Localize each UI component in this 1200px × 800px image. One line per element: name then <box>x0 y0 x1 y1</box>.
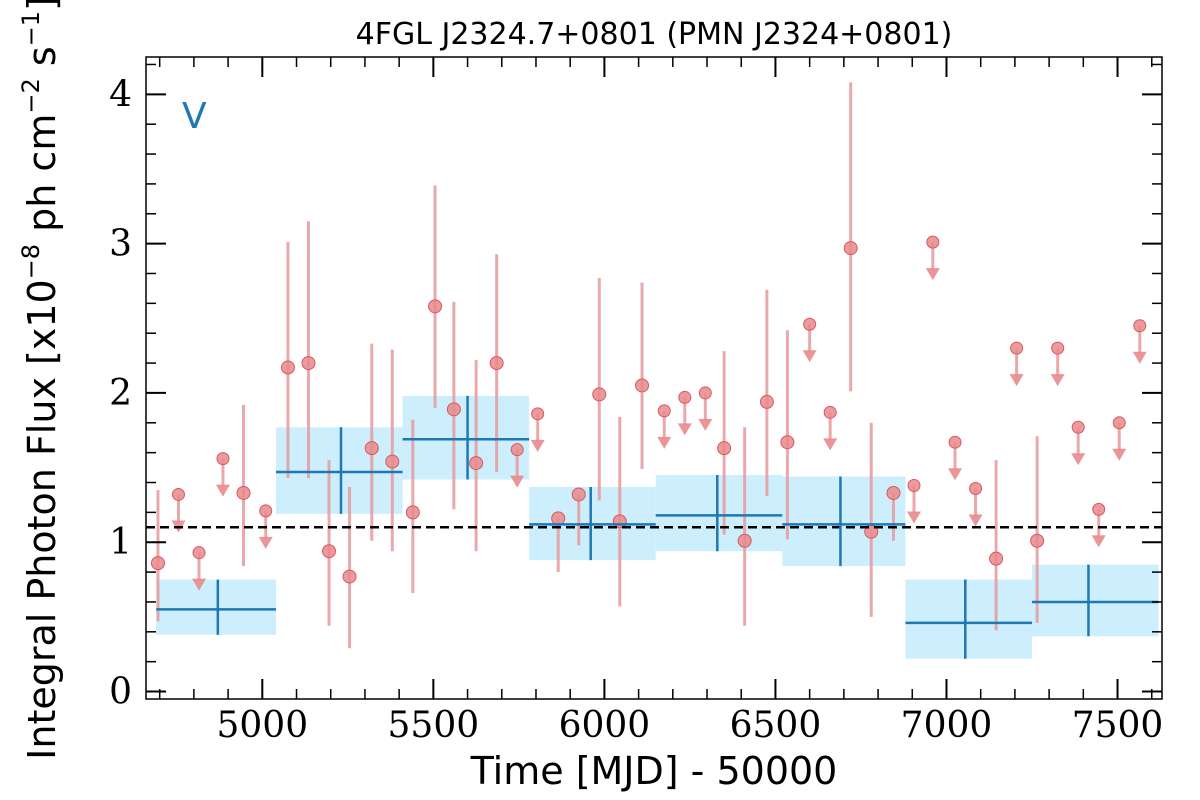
detection-point <box>737 533 752 548</box>
detection-point <box>280 360 295 375</box>
chart-title: 4FGL J2324.7+0801 (PMN J2324+0801) <box>356 17 953 52</box>
upper-limit-point <box>1071 420 1085 434</box>
detection-point <box>612 514 627 529</box>
upper-limit-arrow <box>258 536 273 549</box>
detection-point <box>150 556 165 571</box>
detection-point <box>592 387 607 402</box>
detection-point <box>989 551 1004 566</box>
y-axis-label: Integral Photon Flux [x10−8 ph cm−2 s−1] <box>17 0 64 760</box>
y-tick-label: 4 <box>109 74 132 115</box>
detection-point <box>428 299 443 314</box>
detection-point <box>489 356 504 371</box>
upper-limit-arrow <box>1009 374 1024 387</box>
upper-limit-point <box>510 443 524 457</box>
upper-limit-point <box>216 452 230 466</box>
detection-point <box>635 378 650 393</box>
bin-uncertainty-box <box>156 579 276 635</box>
detection-point <box>759 394 774 409</box>
upper-limit-arrow <box>1132 351 1147 364</box>
bin-uncertainty-box <box>905 579 1033 659</box>
upper-limit-point <box>926 235 940 249</box>
band-label: V <box>182 96 207 137</box>
upper-limit-arrow <box>657 436 672 449</box>
upper-limit-point <box>1051 341 1065 355</box>
upper-limit-point <box>907 478 921 492</box>
upper-limit-arrow <box>925 268 940 281</box>
detection-point <box>385 454 400 469</box>
plot-area <box>146 82 1162 659</box>
y-tick-label: 3 <box>109 224 132 265</box>
upper-limit-arrow <box>192 578 207 591</box>
bin-uncertainty-box <box>782 476 906 567</box>
upper-limit-arrow <box>802 350 817 363</box>
x-tick-label: 7500 <box>1072 705 1164 746</box>
detection-point <box>469 456 484 471</box>
upper-limit-point <box>259 504 273 518</box>
upper-limit-arrow <box>1112 448 1127 461</box>
plot-frame <box>145 56 1163 700</box>
y-tick-label: 1 <box>109 522 132 563</box>
detection-point <box>717 441 732 456</box>
upper-limit-arrow <box>823 438 838 451</box>
detection-point <box>780 435 795 450</box>
bin-uncertainty-box <box>1032 564 1159 637</box>
upper-limit-point <box>1133 319 1147 333</box>
upper-limit-arrow <box>906 511 921 524</box>
detection-point <box>342 569 357 584</box>
upper-limit-point <box>678 390 692 404</box>
upper-limit-arrow <box>1050 374 1065 387</box>
upper-limit-point <box>1112 416 1126 430</box>
detection-point <box>886 485 901 500</box>
x-axis-label: Time [MJD] - 50000 <box>470 749 838 793</box>
upper-limit-point <box>1092 502 1106 516</box>
detection-point <box>301 356 316 371</box>
upper-limit-point <box>531 407 545 421</box>
detection-point <box>1030 533 1045 548</box>
y-tick-label: 0 <box>109 672 132 713</box>
upper-limit-point <box>1010 341 1024 355</box>
x-tick-label: 5000 <box>216 705 308 746</box>
x-tick-label: 7000 <box>901 705 993 746</box>
x-tick-label: 6000 <box>559 705 651 746</box>
upper-limit-point <box>192 546 206 560</box>
bin-uncertainty-box <box>275 427 403 514</box>
upper-limit-point <box>657 404 671 418</box>
upper-limit-arrow <box>677 423 692 436</box>
detection-point <box>364 441 379 456</box>
detection-point <box>843 241 858 256</box>
upper-limit-point <box>698 386 712 400</box>
bin-uncertainty-box <box>402 395 530 480</box>
upper-limit-arrow <box>215 484 230 497</box>
upper-limit-point <box>803 317 817 331</box>
x-tick-label: 6500 <box>730 705 822 746</box>
upper-limit-arrow <box>1071 453 1086 466</box>
detection-point <box>405 505 420 520</box>
x-tick-label: 5500 <box>388 705 480 746</box>
upper-limit-arrow <box>1091 535 1106 548</box>
axis-ticks: 5000 5500 6000 6500 7000 7500 0 1 2 3 4 <box>109 57 1163 746</box>
upper-limit-arrow <box>530 439 545 452</box>
upper-limit-point <box>823 405 837 419</box>
upper-limit-point <box>171 487 185 501</box>
upper-limit-arrow <box>948 468 963 481</box>
detection-point <box>446 402 461 417</box>
detection-point <box>322 544 337 559</box>
bin-uncertainty-box <box>655 475 783 552</box>
upper-limit-point <box>969 481 983 495</box>
y-tick-label: 2 <box>109 373 132 414</box>
detection-point <box>571 487 586 502</box>
upper-limit-arrow <box>698 418 713 431</box>
detection-point <box>551 511 566 526</box>
upper-limit-point <box>948 435 962 449</box>
upper-limit-arrow <box>510 475 525 488</box>
upper-limit-arrow <box>968 514 983 527</box>
detection-point <box>236 485 251 500</box>
